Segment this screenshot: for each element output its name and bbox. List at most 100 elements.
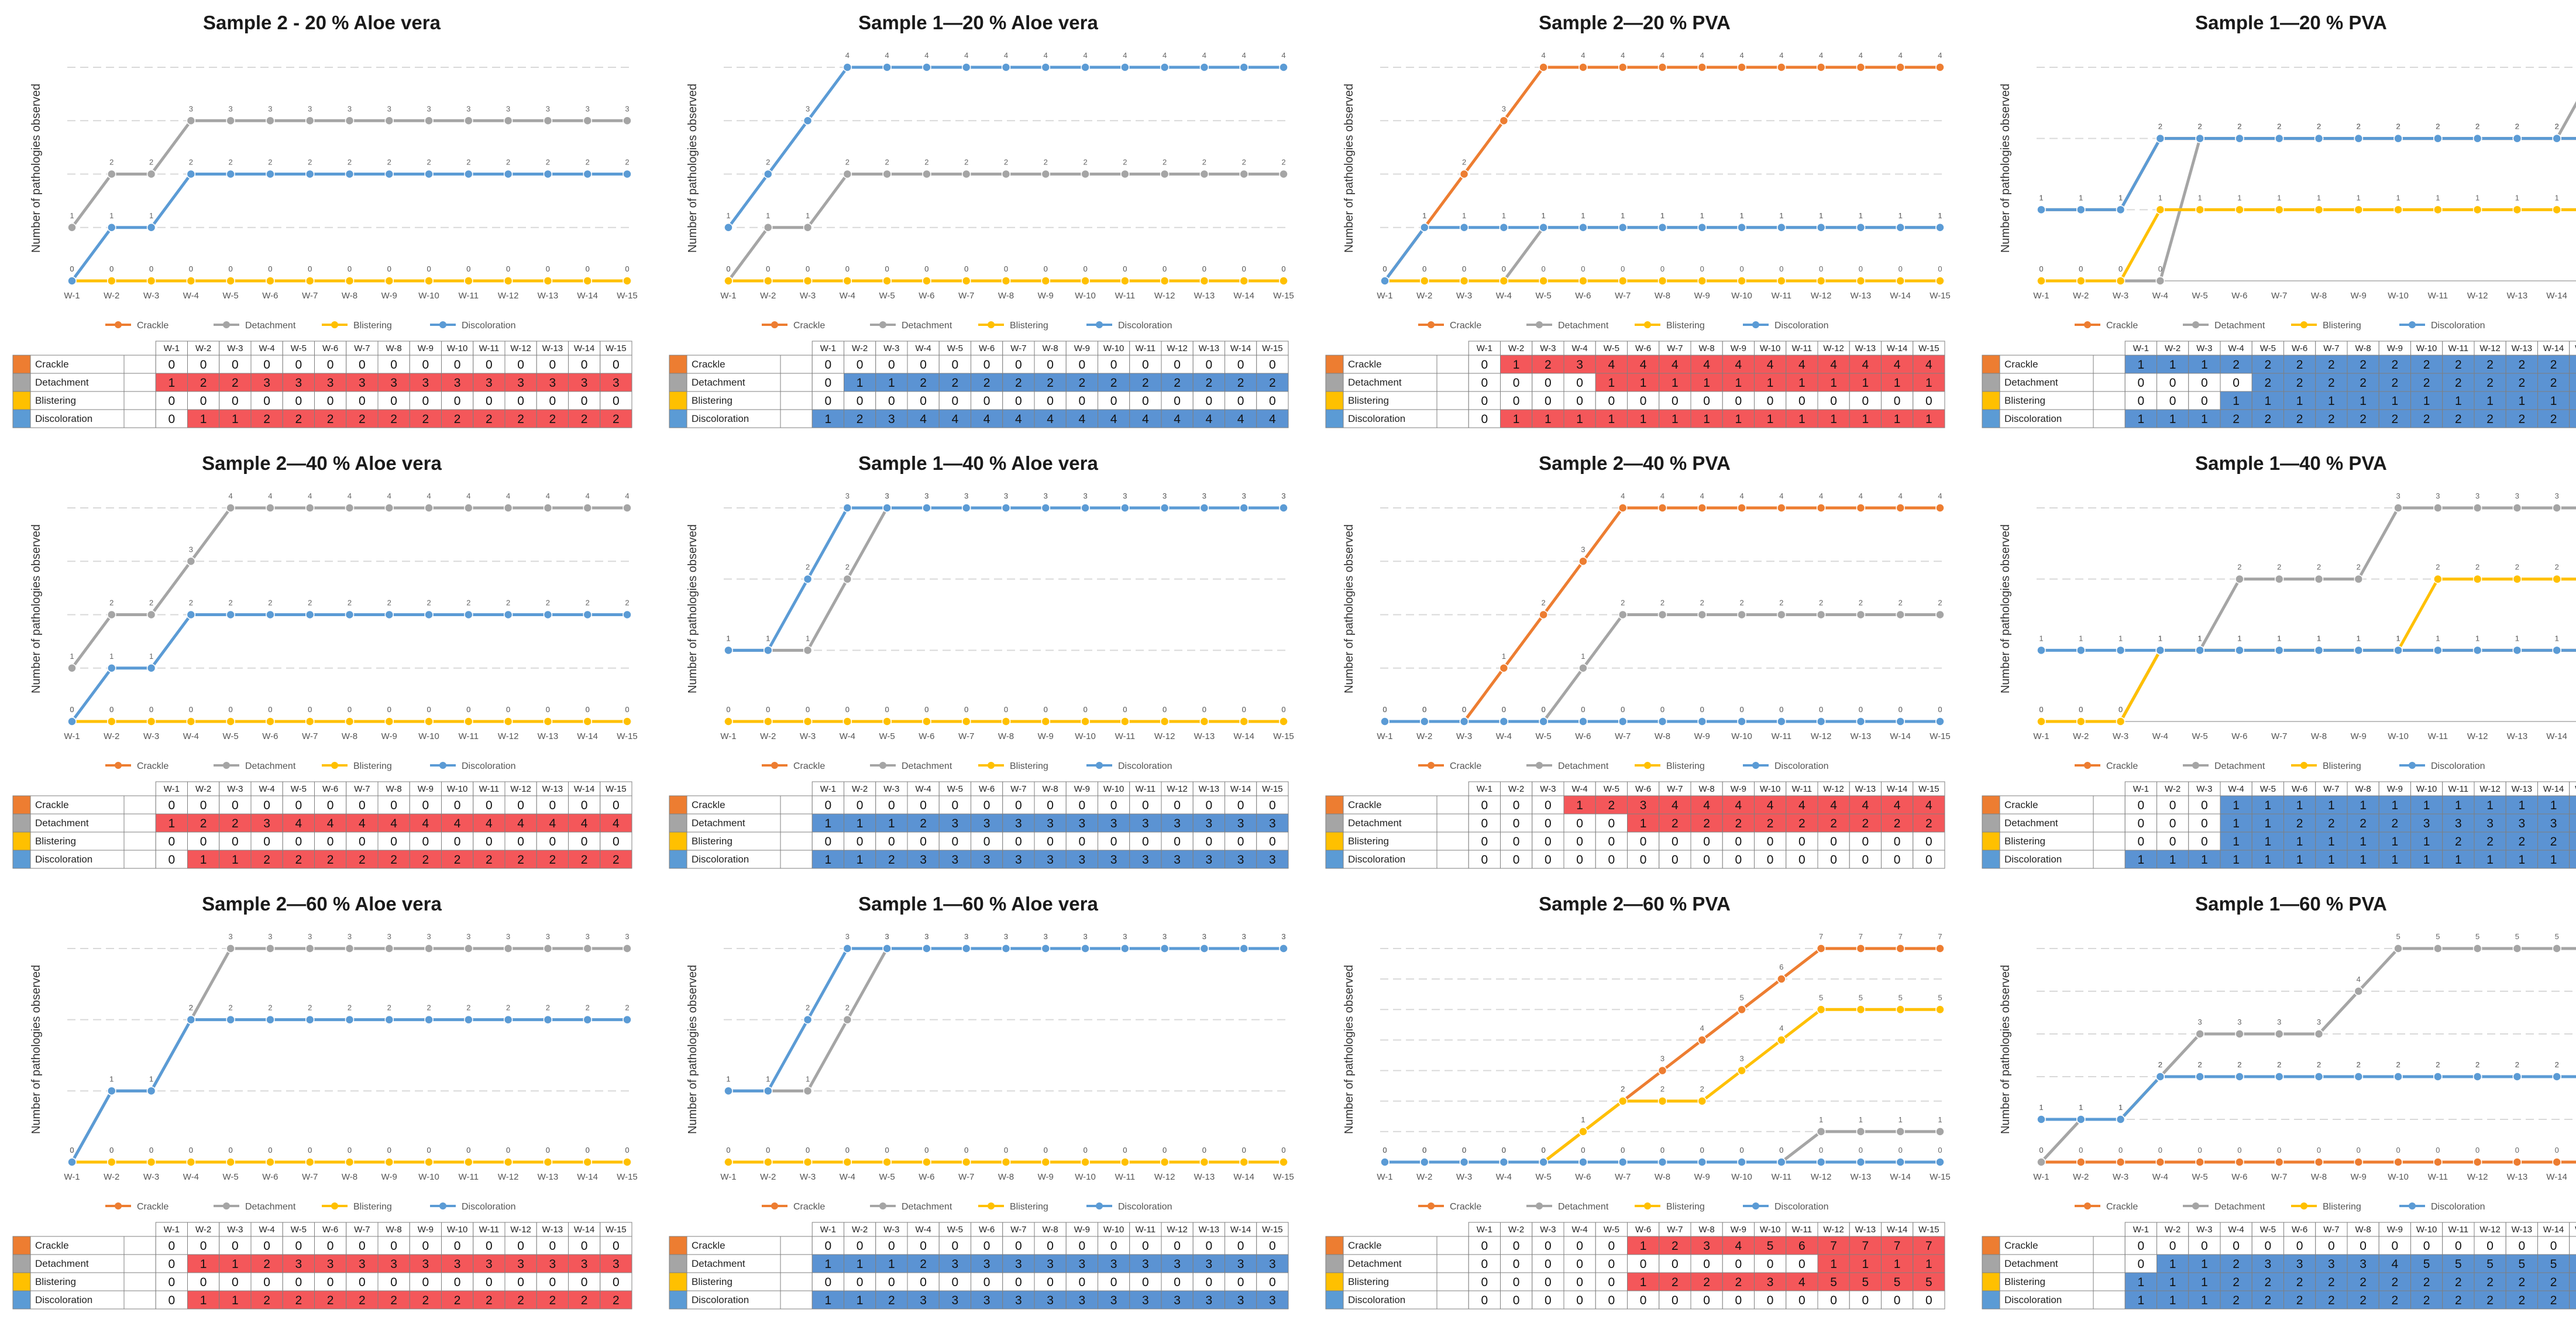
table-value: 1 (2169, 1257, 2176, 1271)
data-point (803, 1015, 813, 1025)
data-label: 2 (1163, 158, 1167, 167)
table-header-label: W-4 (259, 343, 275, 353)
data-label: 1 (1422, 211, 1426, 220)
table-value-cell (1595, 813, 1628, 833)
table-header-cell (187, 781, 220, 796)
table-header-label: W-12 (2479, 784, 2501, 794)
table-value-cell (504, 850, 537, 869)
x-tick-label: W-4 (1496, 1172, 1512, 1182)
data-label: 0 (1581, 1146, 1585, 1154)
table-header-cell (1913, 1222, 1945, 1237)
table-spacer-cell (1436, 795, 1469, 815)
table-value: 1 (2296, 853, 2303, 867)
table-value: 2 (2265, 358, 2272, 372)
table-value-cell (2505, 831, 2538, 851)
table-value-cell (1002, 1272, 1035, 1291)
table-header-label: W-15 (606, 343, 627, 353)
table-header-label: W-2 (195, 343, 211, 353)
data-label: 0 (806, 264, 810, 273)
table-value-cell (971, 409, 1003, 428)
table-row-label: Blistering (1348, 1276, 1389, 1287)
data-point (2393, 944, 2403, 953)
data-label: 3 (1083, 492, 1087, 500)
table-value: 0 (952, 835, 959, 848)
data-label: 0 (308, 264, 312, 273)
data-point (583, 116, 592, 125)
table-value-cell (2124, 850, 2157, 869)
data-point (1120, 276, 1130, 286)
table-value: 0 (952, 1276, 959, 1289)
table-value: 1 (2138, 1276, 2145, 1289)
data-label: 3 (1281, 932, 1285, 941)
table-value-cell (409, 391, 442, 410)
table-header-cell (1034, 341, 1067, 356)
table-value: 1 (888, 376, 895, 390)
data-label: 1 (2039, 634, 2043, 642)
table-row-label-cell (686, 795, 781, 815)
table-value-cell (1659, 850, 1691, 869)
x-tick-label: W-6 (919, 291, 934, 301)
data-point (424, 717, 434, 726)
data-point (2512, 944, 2522, 953)
table-value-cell (2283, 795, 2316, 815)
data-point (1657, 63, 1667, 72)
table-value-cell (2347, 831, 2379, 851)
table-value: 4 (1269, 413, 1276, 426)
x-tick-label: W-5 (223, 731, 239, 741)
table-header-cell (441, 1222, 474, 1237)
legend-marker (1096, 762, 1103, 769)
x-tick-label: W-14 (1233, 1172, 1254, 1182)
legend-label: Discoloration (462, 1202, 515, 1212)
data-point (724, 717, 733, 726)
data-point (464, 169, 473, 179)
data-point (1420, 1157, 1429, 1167)
table-value: 0 (1640, 1294, 1647, 1307)
table-value: 3 (1703, 1239, 1710, 1253)
data-label: 3 (2475, 492, 2479, 500)
table-value: 0 (1576, 376, 1583, 390)
data-label: 0 (2079, 705, 2083, 714)
data-label: 3 (806, 104, 810, 113)
data-point (2235, 574, 2244, 584)
data-label: 3 (1163, 492, 1167, 500)
x-tick-label: W-13 (1194, 291, 1215, 301)
data-label: 1 (726, 634, 730, 642)
table-value-cell (2474, 409, 2506, 428)
table-value: 3 (952, 1257, 959, 1271)
table-header-label: W-13 (542, 1225, 563, 1235)
table-value: 1 (1672, 413, 1679, 426)
data-point (1816, 1127, 1826, 1136)
data-point (1239, 503, 1249, 513)
data-label: 0 (1202, 264, 1206, 273)
data-point (1777, 610, 1786, 620)
chart-panel-6: Sample 1—40 % Aloe vera Number of patholo… (656, 441, 1300, 881)
table-value-cell (1913, 850, 1945, 869)
table-value-cell (938, 355, 971, 374)
table-header-cell (2569, 1222, 2576, 1237)
table-value-cell (1754, 373, 1787, 392)
table-value: 2 (1672, 1276, 1679, 1289)
data-point (1935, 503, 1945, 513)
data-label: 3 (1083, 932, 1087, 941)
table-value-cell (938, 391, 971, 410)
table-header-label: W-13 (1199, 1225, 1220, 1235)
table-value-cell (907, 1290, 940, 1310)
table-value: 0 (2455, 1239, 2462, 1253)
legend-marker (223, 1202, 230, 1209)
data-label: 0 (2079, 1146, 2083, 1154)
data-label: 0 (1542, 1146, 1546, 1154)
data-point (1856, 717, 1866, 726)
table-value-cell (473, 850, 505, 869)
data-label: 4 (1542, 51, 1546, 60)
data-label: 0 (1004, 264, 1008, 273)
data-point (1856, 63, 1866, 72)
table-spacer-cell (1436, 850, 1469, 869)
data-point (763, 1086, 773, 1096)
table-value-cell (1500, 795, 1533, 815)
x-tick-label: W-9 (1038, 1172, 1054, 1182)
x-tick-label: W-4 (2152, 731, 2168, 741)
data-label: 1 (2118, 193, 2123, 202)
data-label: 0 (1502, 1146, 1506, 1154)
table-value: 5 (1830, 1276, 1837, 1289)
table-value: 0 (1735, 853, 1742, 867)
